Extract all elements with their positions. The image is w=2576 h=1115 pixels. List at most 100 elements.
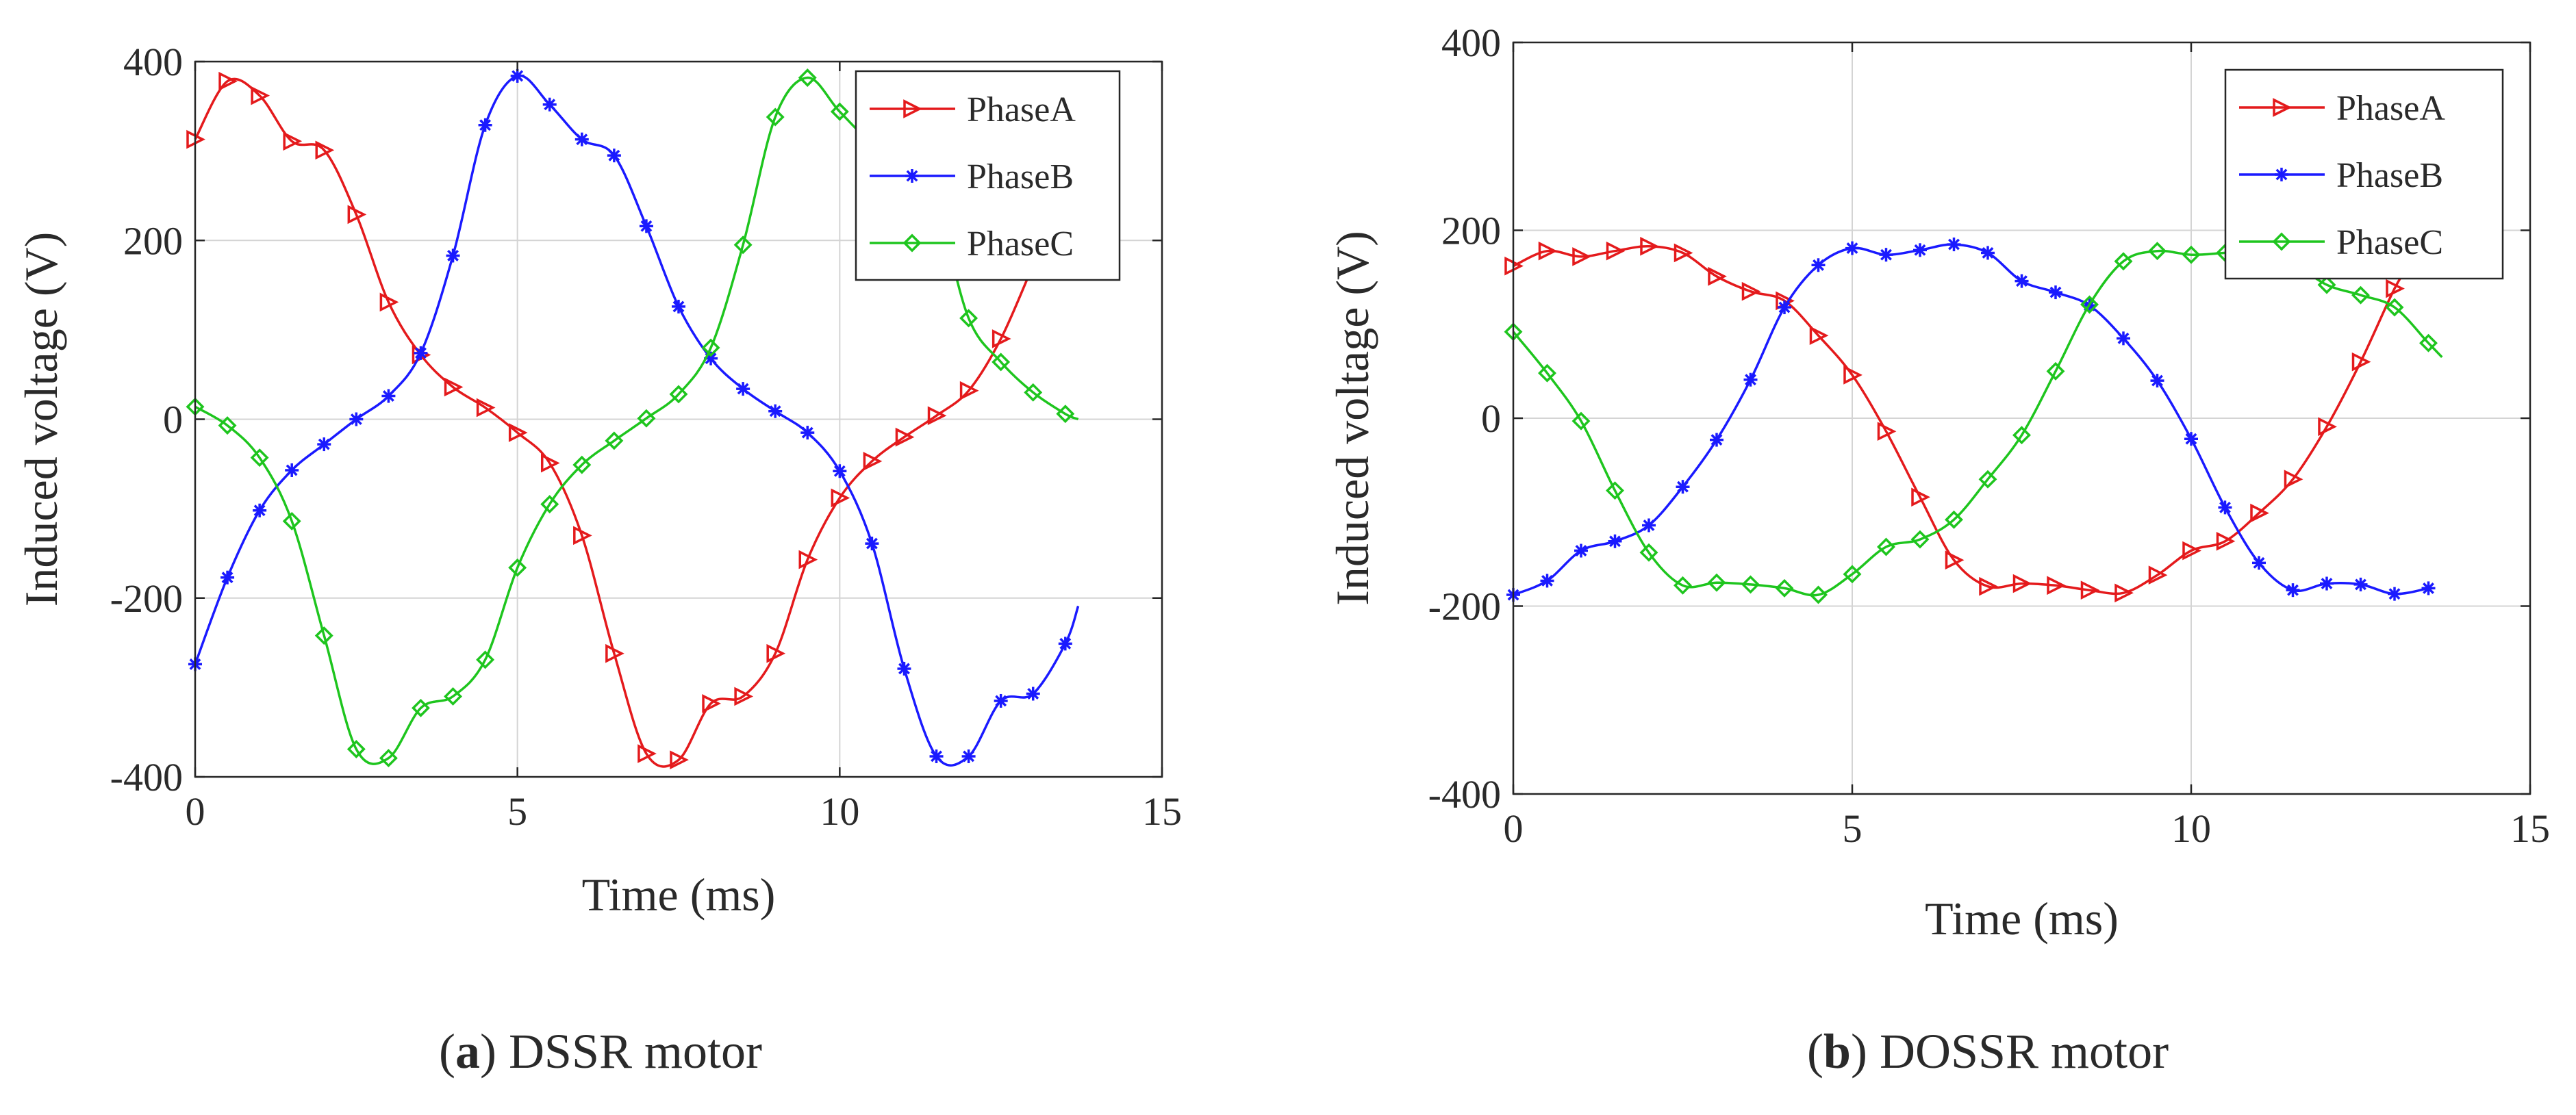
caption-letter: b: [1823, 1024, 1851, 1079]
data-point: [220, 570, 235, 585]
data-point: [2148, 242, 2167, 261]
data-point: [349, 412, 364, 426]
data-point: [1910, 530, 1930, 549]
data-point: [542, 97, 557, 112]
data-point: [1741, 575, 1760, 594]
data-point: [2049, 285, 2062, 300]
data-point: [702, 694, 721, 713]
data-point: [2317, 275, 2336, 294]
legend-label: PhaseA: [967, 90, 1076, 129]
data-point: [2047, 576, 2066, 595]
data-point: [2386, 279, 2405, 298]
data-point: [2351, 352, 2371, 372]
data-point: [2080, 295, 2099, 314]
data-point: [1778, 300, 1791, 315]
data-point: [1911, 487, 1930, 507]
data-point: [379, 292, 399, 312]
series-line: [1513, 245, 2410, 595]
data-point: [1540, 574, 1554, 588]
series-line: [1513, 243, 2429, 596]
data-point: [1676, 480, 1690, 494]
data-point: [1024, 383, 1043, 402]
legend: PhaseA PhaseB PhaseC: [2224, 68, 2504, 280]
legend-label: PhaseA: [2336, 89, 2445, 128]
data-point: [768, 404, 783, 418]
y-axis-label: Induced voltage (V): [15, 232, 67, 607]
legend-marker: [2275, 168, 2288, 181]
legend-entry-phasec: PhaseC: [2239, 223, 2443, 262]
x-tick-label: 0: [1504, 806, 1524, 851]
data-point: [476, 650, 495, 669]
data-point: [607, 149, 621, 163]
data-point: [2046, 361, 2065, 381]
legend-entry-phaseb: PhaseB: [870, 157, 1074, 196]
y-tick-label: -400: [1428, 772, 1501, 817]
data-point: [444, 687, 463, 706]
legend: PhaseA PhaseB PhaseC: [855, 70, 1121, 281]
data-point: [1708, 266, 1727, 286]
y-tick-label: 0: [1481, 396, 1501, 441]
data-point: [734, 687, 754, 706]
x-axis-label: Time (ms): [582, 869, 776, 921]
y-tick-label: -200: [1428, 585, 1501, 629]
series-phasea: [186, 71, 1054, 770]
data-point: [669, 385, 688, 404]
data-point: [346, 740, 366, 758]
data-point: [1981, 246, 1995, 260]
data-point: [863, 452, 883, 471]
y-tick-label: -400: [110, 755, 183, 799]
data-point: [540, 495, 559, 514]
data-point: [833, 464, 847, 478]
data-point: [1879, 248, 1893, 262]
data-point: [1845, 241, 1859, 255]
data-point: [2419, 333, 2438, 353]
data-point: [2012, 574, 2032, 593]
legend-marker: [2272, 232, 2291, 251]
data-point: [2148, 565, 2168, 585]
data-point: [2320, 576, 2334, 591]
data-point: [1026, 687, 1040, 701]
y-tick-label: 400: [123, 40, 183, 84]
legend-label: PhaseB: [2336, 156, 2443, 195]
data-point: [1979, 576, 1998, 596]
data-point: [1843, 366, 1862, 385]
data-point: [800, 426, 815, 440]
data-point: [959, 309, 978, 328]
data-point: [1775, 578, 1794, 598]
y-axis-label: Induced voltage (V): [1326, 231, 1378, 606]
data-point: [1947, 238, 1961, 252]
data-point: [1572, 247, 1591, 266]
data-point: [1978, 470, 1997, 489]
data-point: [637, 409, 656, 428]
data-point: [830, 102, 849, 121]
y-tick-label: 200: [123, 218, 183, 263]
data-point: [1608, 534, 1622, 548]
data-point: [2182, 541, 2201, 561]
data-point: [508, 423, 528, 442]
data-point: [670, 750, 689, 770]
data-point: [2012, 426, 2031, 445]
data-point: [2351, 285, 2370, 305]
data-point: [766, 643, 786, 663]
legend-marker: [903, 99, 922, 118]
legend-label: PhaseC: [967, 225, 1074, 264]
data-point: [798, 550, 818, 569]
data-point: [701, 338, 720, 357]
data-point: [736, 382, 750, 396]
y-tick-label: 400: [1441, 21, 1501, 65]
x-tick-label: 10: [820, 789, 859, 834]
data-point: [251, 86, 270, 105]
data-point: [1877, 422, 1897, 441]
data-point: [476, 398, 496, 418]
panel-caption: (b) DOSSR motor: [1807, 1024, 2169, 1079]
x-axis-label: Time (ms): [1925, 893, 2119, 945]
data-point: [2216, 531, 2236, 551]
data-point: [1640, 237, 1659, 256]
data-point: [637, 744, 657, 763]
data-point: [250, 448, 269, 467]
x-tick-label: 15: [2510, 806, 2550, 851]
data-point: [2318, 417, 2337, 437]
data-point: [897, 661, 911, 676]
data-point: [798, 68, 817, 87]
data-point: [992, 329, 1011, 348]
